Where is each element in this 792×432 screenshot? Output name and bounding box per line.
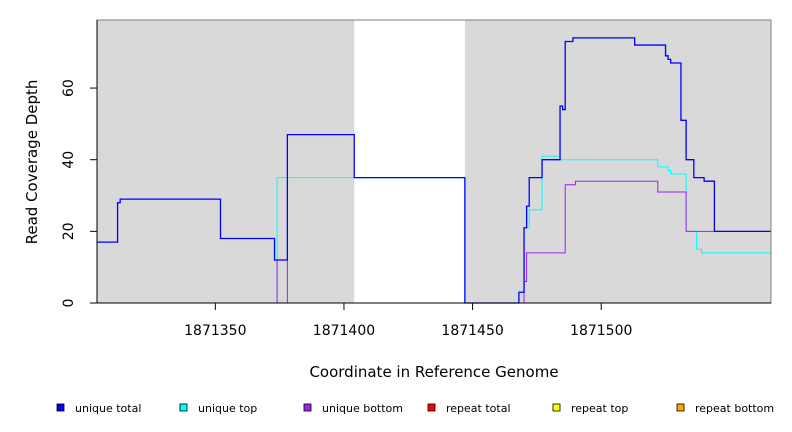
legend-swatch [56,403,65,412]
y-tick-label: 20 [61,222,77,240]
legend-swatch [552,403,561,412]
legend-swatch [303,403,312,412]
x-tick-label: 1871450 [441,323,503,339]
legend-swatch [179,403,188,412]
legend-label: unique total [75,402,141,415]
axes-layer: 1871350 1871400 1871450 1871500 0 20 40 60 [61,20,771,339]
series-line-unique-total [97,37,771,304]
legend-swatch [427,403,436,412]
legend-label: repeat top [571,402,628,415]
y-axis-title: Read Coverage Depth [23,80,41,245]
x-tick-label: 1871500 [570,323,632,339]
legend: unique total unique top unique bottom repea… [56,402,774,415]
x-tick-label: 1871400 [313,323,375,339]
shaded-region-0 [97,20,355,303]
x-tick-label: 1871350 [184,323,246,339]
legend-label: repeat total [446,402,511,415]
plot-background [97,20,771,303]
shaded-region-1 [464,20,771,303]
y-tick-label: 60 [61,79,77,97]
y-tick-label: 40 [61,151,77,169]
legend-swatch [676,403,685,412]
legend-label: unique top [198,402,257,415]
x-axis-title: Coordinate in Reference Genome [309,363,558,381]
legend-label: repeat bottom [695,402,774,415]
legend-label: unique bottom [322,402,403,415]
y-tick-label: 0 [61,299,77,308]
